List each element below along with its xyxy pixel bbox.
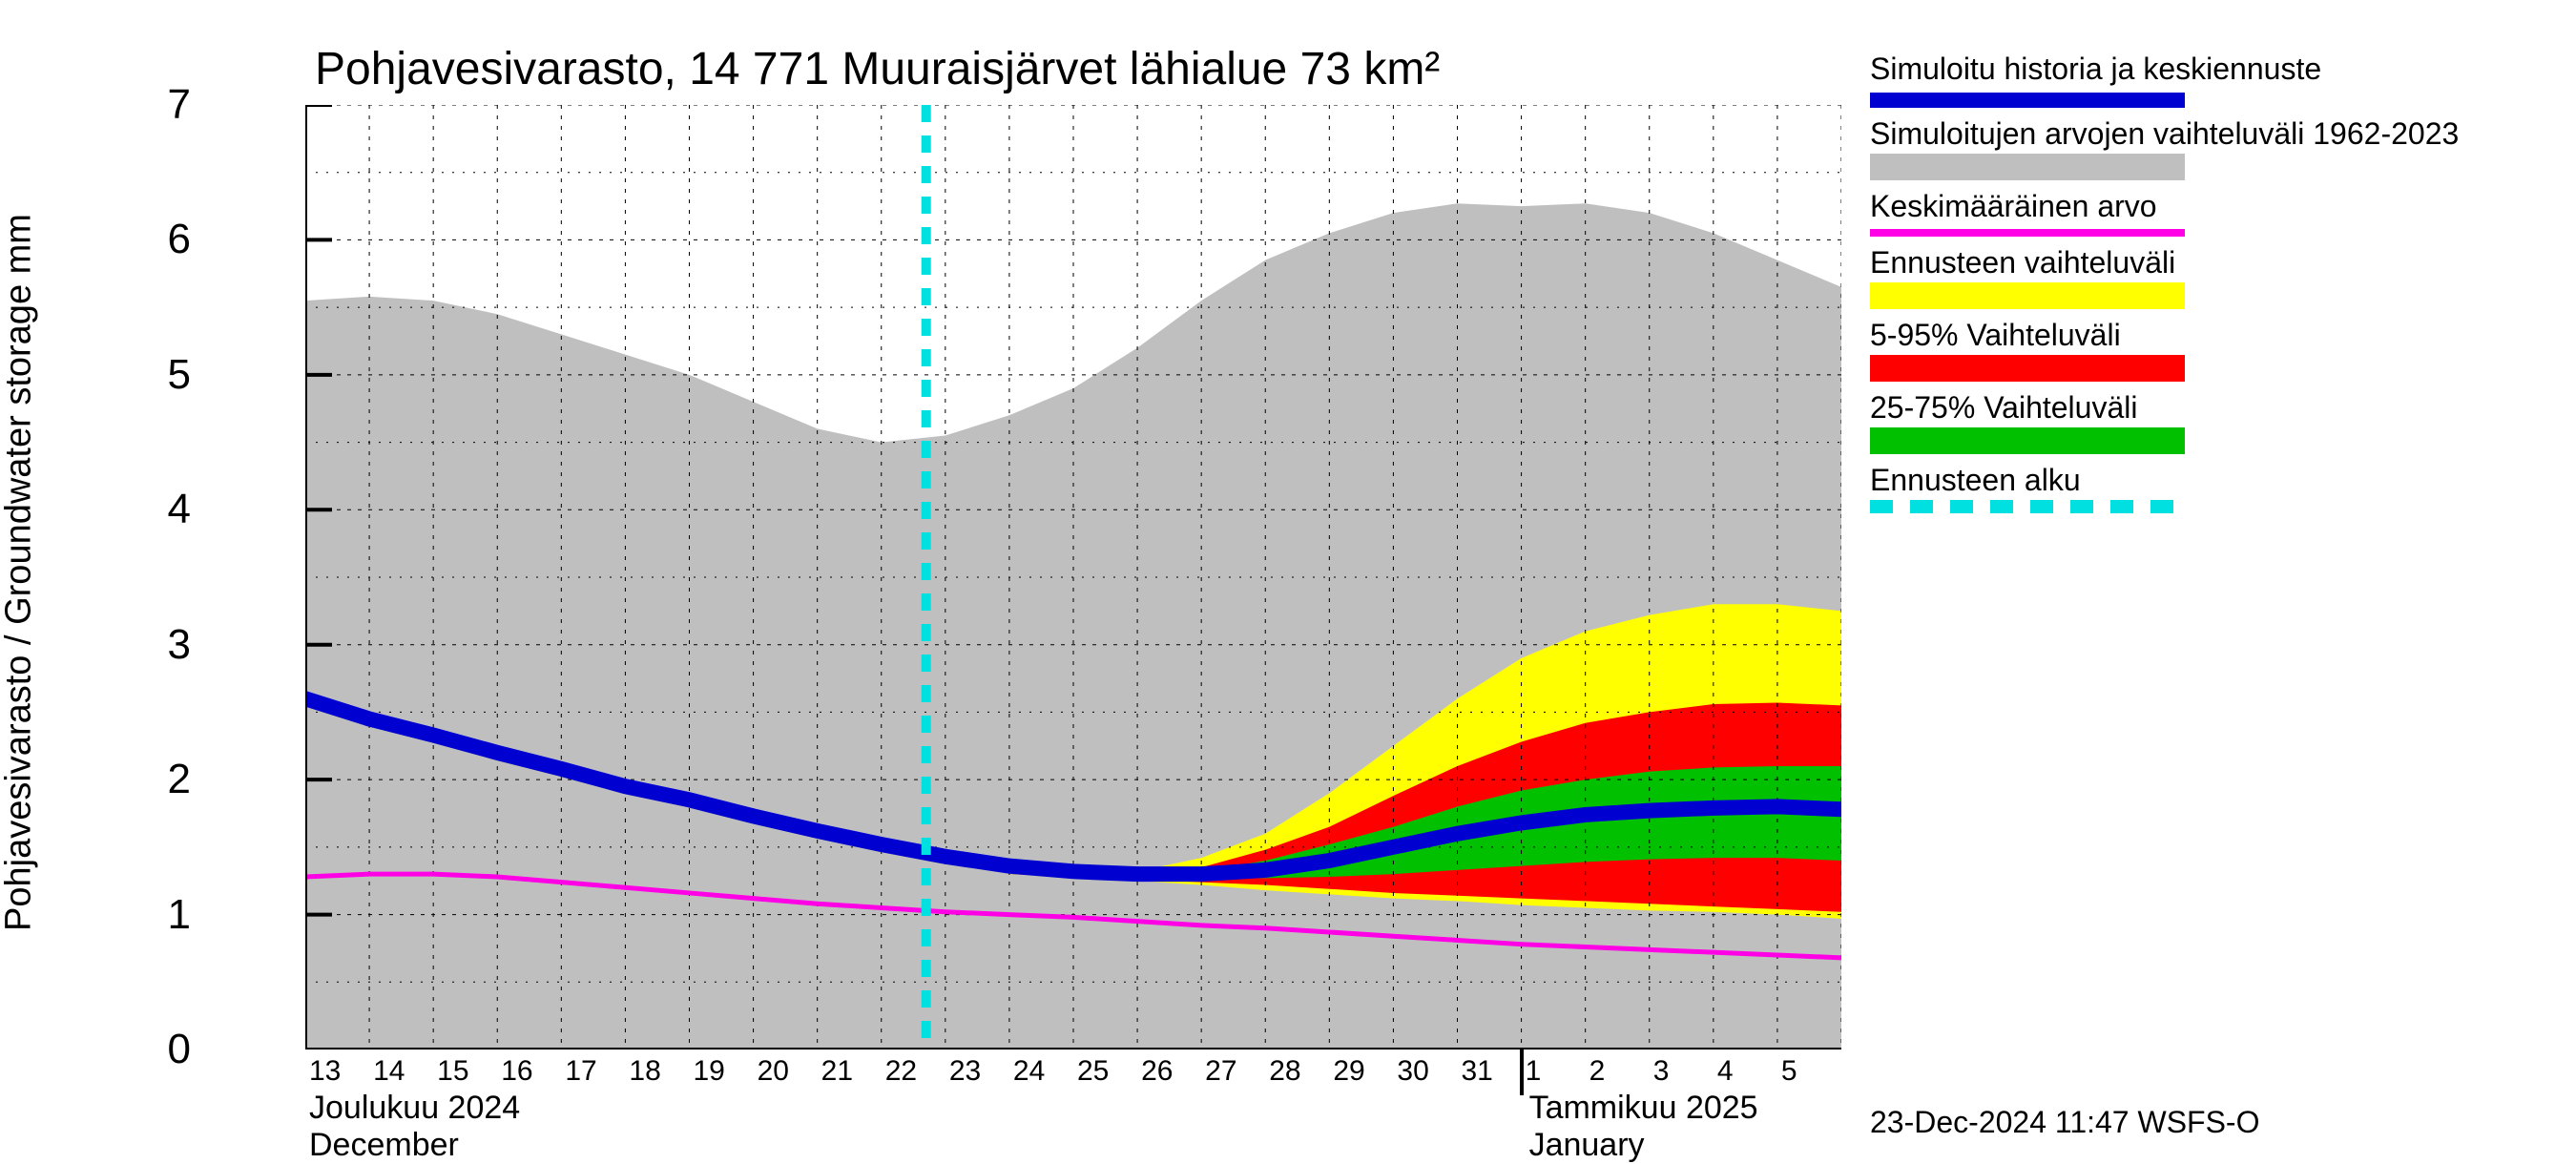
- x-tick-label: 14: [373, 1055, 405, 1088]
- x-tick-label: 2: [1589, 1055, 1606, 1088]
- x-tick-label: 26: [1141, 1055, 1173, 1088]
- x-tick-label: 30: [1397, 1055, 1428, 1088]
- x-tick-label: 27: [1205, 1055, 1236, 1088]
- month-right-en: January: [1529, 1127, 1645, 1163]
- x-tick-label: 15: [437, 1055, 468, 1088]
- legend-item: Simuloitujen arvojen vaihteluväli 1962-2…: [1870, 117, 2538, 180]
- y-tick-label: 5: [134, 351, 191, 399]
- y-tick-label: 0: [134, 1026, 191, 1073]
- month-label-left: Joulukuu 2024December: [309, 1090, 520, 1164]
- x-tick-label: 18: [629, 1055, 660, 1088]
- legend-swatch: [1870, 154, 2185, 180]
- x-tick-label: 3: [1653, 1055, 1670, 1088]
- footer-timestamp: 23-Dec-2024 11:47 WSFS-O: [1870, 1105, 2259, 1140]
- x-tick-label: 23: [949, 1055, 981, 1088]
- x-tick-label: 29: [1333, 1055, 1364, 1088]
- y-axis-label: Pohjavesivarasto / Groundwater storage m…: [0, 214, 40, 931]
- x-tick-label: 5: [1781, 1055, 1797, 1088]
- y-tick-label: 2: [134, 756, 191, 803]
- legend-label: Simuloitu historia ja keskiennuste: [1870, 52, 2538, 87]
- month-right-fi: Tammikuu 2025: [1529, 1090, 1758, 1126]
- legend-swatch: [1870, 427, 2185, 454]
- legend-label: Simuloitujen arvojen vaihteluväli 1962-2…: [1870, 117, 2538, 152]
- legend-swatch: [1870, 355, 2185, 382]
- x-tick-label: 22: [885, 1055, 917, 1088]
- x-tick-label: 4: [1717, 1055, 1734, 1088]
- y-tick-label: 7: [134, 81, 191, 129]
- month-label-right: Tammikuu 2025January: [1529, 1090, 1758, 1164]
- legend-item: Keskimääräinen arvo: [1870, 190, 2538, 238]
- legend-label: 25-75% Vaihteluväli: [1870, 391, 2538, 426]
- y-tick-label: 1: [134, 891, 191, 939]
- legend-swatch: [1870, 93, 2185, 108]
- legend-swatch: [1870, 282, 2185, 309]
- month-left-en: December: [309, 1127, 459, 1163]
- x-tick-label: 20: [758, 1055, 789, 1088]
- x-tick-label: 19: [694, 1055, 725, 1088]
- x-tick-label: 13: [309, 1055, 341, 1088]
- legend-label: 5-95% Vaihteluväli: [1870, 319, 2538, 353]
- x-tick-label: 1: [1526, 1055, 1542, 1088]
- legend-item: Ennusteen vaihteluväli: [1870, 246, 2538, 309]
- y-tick-label: 6: [134, 216, 191, 263]
- legend: Simuloitu historia ja keskiennuste Simulo…: [1870, 52, 2538, 523]
- legend-swatch: [1870, 229, 2185, 237]
- legend-item: Ennusteen alku: [1870, 464, 2538, 513]
- x-tick-label: 17: [565, 1055, 596, 1088]
- legend-item: 25-75% Vaihteluväli: [1870, 391, 2538, 454]
- legend-label: Ennusteen alku: [1870, 464, 2538, 498]
- legend-item: 5-95% Vaihteluväli: [1870, 319, 2538, 382]
- legend-label: Ennusteen vaihteluväli: [1870, 246, 2538, 281]
- chart-title: Pohjavesivarasto, 14 771 Muuraisjärvet l…: [315, 43, 1440, 95]
- y-tick-label: 4: [134, 486, 191, 533]
- x-tick-label: 24: [1013, 1055, 1045, 1088]
- x-tick-label: 21: [821, 1055, 853, 1088]
- y-tick-label: 3: [134, 621, 191, 669]
- month-divider-tick: [1520, 1050, 1524, 1095]
- legend-item: Simuloitu historia ja keskiennuste: [1870, 52, 2538, 108]
- chart-container: Pohjavesivarasto / Groundwater storage m…: [0, 0, 2576, 1145]
- legend-label: Keskimääräinen arvo: [1870, 190, 2538, 224]
- x-tick-label: 25: [1077, 1055, 1109, 1088]
- legend-swatch: [1870, 500, 2185, 513]
- x-tick-label: 28: [1269, 1055, 1300, 1088]
- plot-area: [305, 105, 1841, 1050]
- x-tick-label: 31: [1462, 1055, 1493, 1088]
- month-left-fi: Joulukuu 2024: [309, 1090, 520, 1126]
- x-tick-label: 16: [501, 1055, 532, 1088]
